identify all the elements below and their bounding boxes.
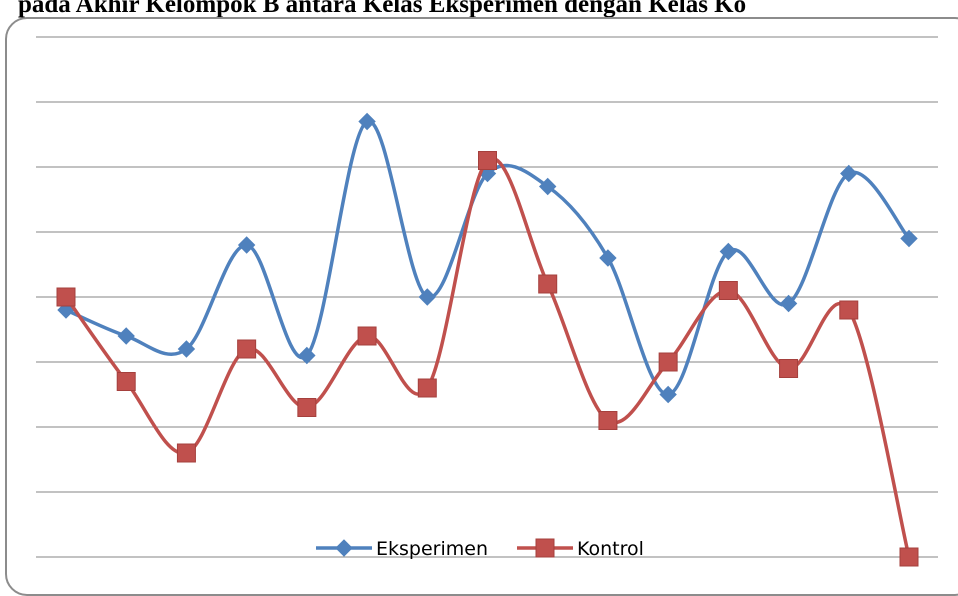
data-point-kontrol [237, 339, 257, 359]
series-kontrol [56, 151, 919, 567]
data-point-kontrol [899, 547, 919, 567]
series-eksperimen [57, 112, 918, 404]
series-line-kontrol [64, 156, 911, 558]
series-line-eksperimen [65, 119, 911, 397]
data-point-eksperimen [659, 385, 677, 404]
figure-heading: pada Akhir Kelompok B antara Kelas Ekspe… [18, 0, 747, 18]
data-point-kontrol [297, 398, 317, 417]
data-point-kontrol [478, 151, 497, 170]
data-point-eksperimen [358, 112, 376, 131]
data-point-eksperimen [719, 242, 738, 261]
data-point-kontrol [56, 287, 76, 307]
series-layer [56, 112, 919, 567]
legend-marker-eksperimen [335, 539, 353, 557]
gridlines [36, 36, 938, 558]
data-point-eksperimen [840, 164, 858, 183]
data-point-kontrol [538, 274, 558, 294]
data-point-eksperimen [237, 236, 256, 254]
data-point-eksperimen [117, 327, 135, 345]
data-point-kontrol [598, 411, 618, 430]
data-point-eksperimen [177, 340, 196, 358]
data-point-eksperimen [539, 177, 557, 196]
data-point-eksperimen [900, 229, 918, 248]
legend-label-eksperimen: Eksperimen [376, 538, 488, 560]
legend-label-kontrol: Kontrol [577, 538, 644, 560]
legend: Eksperimen Kontrol [316, 538, 644, 560]
line-chart: Eksperimen Kontrol [36, 36, 938, 567]
data-point-kontrol [357, 326, 377, 346]
data-point-kontrol [417, 378, 437, 398]
data-point-kontrol [116, 372, 136, 391]
legend-item-kontrol: Kontrol [517, 538, 644, 560]
data-point-kontrol [658, 352, 678, 372]
data-point-eksperimen [779, 294, 798, 313]
data-point-eksperimen [418, 288, 436, 306]
data-point-kontrol [718, 281, 738, 300]
data-point-kontrol [779, 359, 799, 378]
data-point-kontrol [176, 443, 196, 463]
legend-marker-kontrol [535, 538, 555, 558]
legend-item-eksperimen: Eksperimen [316, 538, 488, 560]
data-point-kontrol [839, 300, 859, 320]
data-point-eksperimen [298, 346, 316, 365]
data-point-eksperimen [599, 249, 617, 267]
